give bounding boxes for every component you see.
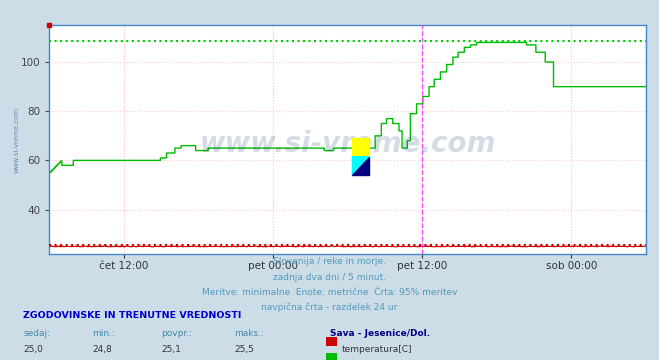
Text: ZGODOVINSKE IN TRENUTNE VREDNOSTI: ZGODOVINSKE IN TRENUTNE VREDNOSTI	[23, 311, 241, 320]
Text: povpr.:: povpr.:	[161, 329, 192, 338]
Polygon shape	[353, 157, 369, 175]
Text: Slovenija / reke in morje.: Slovenija / reke in morje.	[273, 257, 386, 266]
Text: navpična črta - razdelek 24 ur: navpična črta - razdelek 24 ur	[262, 303, 397, 312]
Text: 24,8: 24,8	[92, 345, 112, 354]
Bar	[353, 138, 369, 157]
Text: 25,0: 25,0	[23, 345, 43, 354]
Text: www.si-vreme.com: www.si-vreme.com	[200, 130, 496, 158]
Text: maks.:: maks.:	[234, 329, 264, 338]
Text: 25,1: 25,1	[161, 345, 181, 354]
Polygon shape	[353, 157, 369, 175]
Text: temperatura[C]: temperatura[C]	[341, 345, 412, 354]
Text: min.:: min.:	[92, 329, 115, 338]
Text: zadnja dva dni / 5 minut.: zadnja dva dni / 5 minut.	[273, 273, 386, 282]
Text: 25,5: 25,5	[234, 345, 254, 354]
Text: www.si-vreme.com: www.si-vreme.com	[14, 107, 20, 172]
Text: Meritve: minimalne  Enote: metrične  Črta: 95% meritev: Meritve: minimalne Enote: metrične Črta:…	[202, 288, 457, 297]
Text: Sava - Jesenice/Dol.: Sava - Jesenice/Dol.	[330, 329, 430, 338]
Text: sedaj:: sedaj:	[23, 329, 50, 338]
